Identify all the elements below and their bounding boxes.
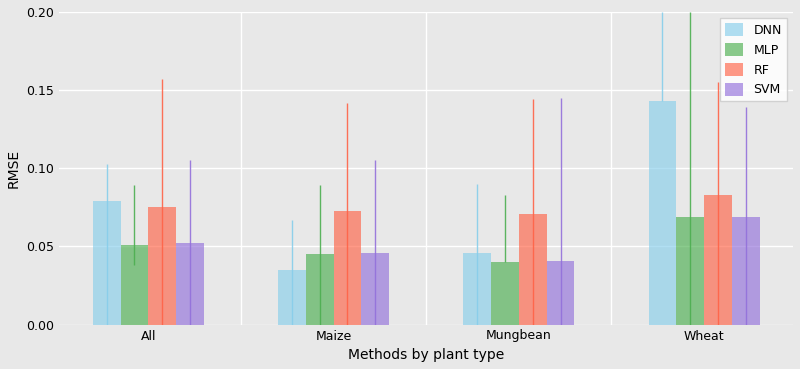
Bar xyxy=(704,195,732,325)
Legend: DNN, MLP, RF, SVM: DNN, MLP, RF, SVM xyxy=(720,18,787,101)
Bar xyxy=(93,201,121,325)
Bar xyxy=(519,214,546,325)
Bar xyxy=(676,217,704,325)
Bar xyxy=(176,243,204,325)
Bar xyxy=(121,245,148,325)
Bar xyxy=(278,270,306,325)
Bar xyxy=(306,254,334,325)
Bar xyxy=(463,253,491,325)
Bar xyxy=(491,262,519,325)
Bar xyxy=(732,217,760,325)
Y-axis label: RMSE: RMSE xyxy=(7,149,21,188)
Bar xyxy=(649,101,676,325)
Bar xyxy=(334,210,362,325)
Bar xyxy=(362,253,389,325)
Bar xyxy=(148,207,176,325)
X-axis label: Methods by plant type: Methods by plant type xyxy=(348,348,504,362)
Bar xyxy=(546,261,574,325)
